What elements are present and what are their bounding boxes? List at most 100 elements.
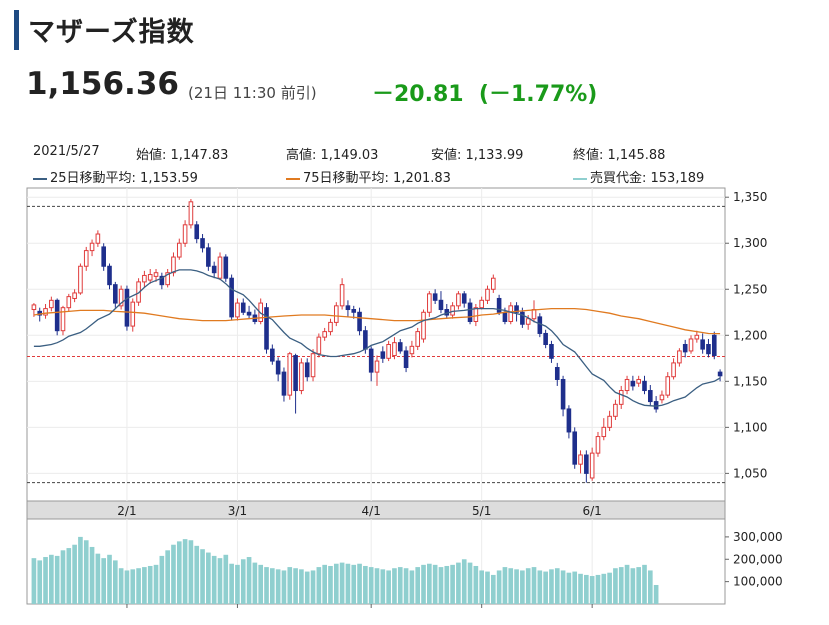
volume-bar [293,568,298,604]
legend-ma25: 25日移動平均: 1,153.59 [33,167,198,186]
volume-bar [49,554,54,604]
volume-tick-label: 300,000 [733,530,783,544]
axis-labels: 1,050 1,100 1,150 1,200 1,250 1,300 1,350 2/1 3/… [117,190,782,588]
volume-bar [246,557,252,604]
volume-bar [176,541,182,604]
volume-bar [549,569,554,604]
candle-up [322,331,327,338]
volume-bar [386,570,391,604]
candle-up [427,293,432,313]
legend-ma75-label: 75日移動平均: 1,201.83 [303,171,451,186]
candle-down [200,238,205,249]
ma75-line [33,307,721,335]
volume-tick-label: 200,000 [733,552,783,566]
volume-bar [456,562,461,604]
volume-bar [531,567,537,604]
y-tick-label: 1,300 [733,236,767,250]
volume-bar [613,568,618,604]
volume-bar [229,563,234,604]
volume-bar [624,564,630,604]
candle-down [223,256,229,279]
volume-bar [223,554,229,604]
volume-bar [520,570,525,604]
candle-up [386,344,391,359]
candle-up [316,336,322,355]
candle-up [473,307,479,322]
y-tick-label: 1,150 [733,374,767,388]
volume-bar [66,548,72,604]
candle-up [176,242,182,258]
candle-down [113,284,118,304]
volume-bar [351,564,357,604]
info-date: 2021/5/27 [33,144,100,159]
x-tick-label: 6/1 [583,504,602,518]
volume-bar [31,558,37,604]
candle-up [624,378,630,392]
volume-bar [54,555,60,604]
legend-volume-swatch [573,177,587,180]
volume-bar [95,553,101,604]
candle-down [706,344,711,355]
volume-bar [357,563,362,604]
volume-bar [339,562,345,604]
candle-down [281,371,287,396]
y-tick-label: 1,050 [733,466,767,480]
candle-up [677,350,682,364]
candle-down [159,275,165,286]
volume-bar [159,555,165,604]
volume-bar [153,564,159,604]
volume-bar [136,568,141,604]
candle-up [60,307,66,332]
volume-bar [333,563,339,604]
y-tick-label: 1,350 [733,190,767,204]
candle-down [211,265,217,274]
candle-up [694,334,700,340]
volume-bar [397,567,403,604]
x-tick-label: 2/1 [117,504,136,518]
candle-up [31,304,37,311]
volume-bar [438,567,444,604]
candle-up [456,293,461,307]
candle-up [165,272,170,286]
volume-bar [409,570,415,604]
volume-bar [525,568,531,604]
volume-bar [380,569,386,604]
candle-down [444,309,450,316]
candle-down [566,408,572,433]
candle-up [118,288,124,307]
x-tick-label: 3/1 [228,504,247,518]
candle-up [72,292,77,299]
volume-bar [118,568,124,604]
candle-up [479,299,484,309]
candle-up [49,299,54,309]
change-value: －20.81 [372,82,464,107]
volume-bar [647,570,653,604]
volume-bar [560,570,566,604]
volume-bar [514,569,519,604]
volume-bar [374,568,380,604]
candle-down [101,246,106,267]
candle-up [490,277,496,290]
candle-up [595,436,601,454]
x-axis-band [26,500,726,520]
volume-bar [636,567,642,604]
volume-bar [188,540,194,604]
volume-bar [299,569,304,604]
candle-down [543,332,548,346]
candles [31,199,723,483]
x-tick-label: 5/1 [472,504,491,518]
legend-volume-label: 売買代金: 153,189 [590,171,705,186]
candle-down [380,351,386,359]
volume-bar [589,576,595,604]
candle-up [450,305,455,316]
volume-bar [578,573,583,604]
candle-up [415,331,421,347]
volume-bar [421,564,426,604]
volume-bar [537,570,543,604]
candle-up [392,342,397,357]
volume-bar [235,564,240,604]
candle-down [700,339,705,350]
x-tick-label: 4/1 [362,504,381,518]
candle-down [351,309,357,313]
volume-bar [490,574,496,604]
